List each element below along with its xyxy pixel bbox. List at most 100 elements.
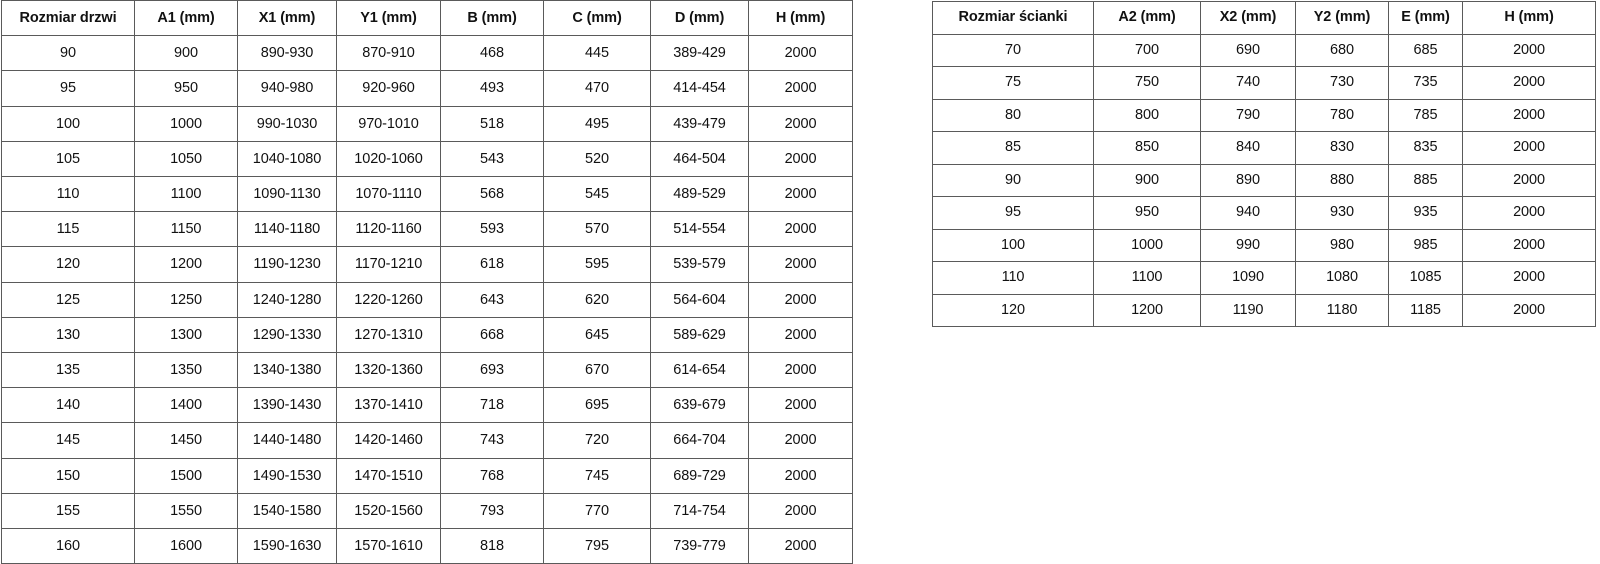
table-cell: 589-629: [650, 316, 749, 354]
table-cell: 2000: [748, 422, 853, 459]
table-cell: 1070-1110: [336, 176, 441, 213]
table-cell: 514-554: [650, 211, 749, 248]
table-cell: 739-779: [650, 528, 749, 564]
table-cell: 735: [1388, 66, 1463, 100]
table-cell: 1170-1210: [336, 246, 441, 283]
table-cell: 1270-1310: [336, 316, 441, 354]
table-cell: 570: [543, 211, 651, 248]
table-cell: 95: [932, 196, 1094, 230]
column-header: A1 (mm): [134, 0, 238, 37]
column-header: H (mm): [1462, 1, 1596, 35]
table-cell: 470: [543, 70, 651, 107]
table-header-row: Rozmiar ścianki A2 (mm) X2 (mm) Y2 (mm) E (m…: [932, 1, 1596, 35]
table-cell: 445: [543, 35, 651, 72]
table-cell: 120: [1, 246, 135, 283]
table-cell: 689-729: [650, 457, 749, 494]
table-header-row: Rozmiar drzwi A1 (mm) X1 (mm) Y1 (mm) B (mm)…: [1, 0, 853, 37]
table-cell: 940: [1200, 196, 1296, 230]
table-cell: 2000: [748, 281, 853, 318]
table-row: 115 1150 1140-1180 1120-1160 593 570 514-554 20…: [1, 211, 853, 248]
table-cell: 1440-1480: [237, 422, 337, 459]
table-cell: 1420-1460: [336, 422, 441, 459]
table-row: 100 1000 990-1030 970-1010 518 495 439-479 2000: [1, 105, 853, 142]
table-cell: 1000: [1093, 228, 1201, 262]
table-cell: 2000: [1462, 98, 1596, 132]
table-cell: 2000: [748, 352, 853, 389]
table-cell: 730: [1295, 66, 1389, 100]
table-cell: 743: [440, 422, 544, 459]
table-cell: 2000: [1462, 196, 1596, 230]
table-cell: 1120-1160: [336, 211, 441, 248]
table-cell: 2000: [748, 105, 853, 142]
table-cell: 935: [1388, 196, 1463, 230]
table-row: 120 1200 1190 1180 1185 2000: [932, 293, 1596, 327]
wall-table-body: 70 700 690 680 685 2000 75 750 740 730 735 2000 80 80…: [932, 33, 1596, 327]
table-cell: 70: [932, 33, 1094, 67]
table-cell: 2000: [748, 211, 853, 248]
table-cell: 720: [543, 422, 651, 459]
table-cell: 389-429: [650, 35, 749, 72]
table-cell: 1090-1130: [237, 176, 337, 213]
table-row: 145 1450 1440-1480 1420-1460 743 720 664-704 20…: [1, 422, 853, 459]
table-row: 75 750 740 730 735 2000: [932, 66, 1596, 100]
table-cell: 75: [932, 66, 1094, 100]
table-cell: 680: [1295, 33, 1389, 67]
table-cell: 2000: [748, 387, 853, 424]
table-cell: 668: [440, 316, 544, 354]
table-cell: 745: [543, 457, 651, 494]
table-cell: 1570-1610: [336, 528, 441, 564]
column-header: H (mm): [748, 0, 853, 37]
table-cell: 695: [543, 387, 651, 424]
table-cell: 2000: [1462, 261, 1596, 295]
table-cell: 1085: [1388, 261, 1463, 295]
table-cell: 1185: [1388, 293, 1463, 327]
table-cell: 568: [440, 176, 544, 213]
table-cell: 1470-1510: [336, 457, 441, 494]
column-header: X1 (mm): [237, 0, 337, 37]
table-cell: 1520-1560: [336, 492, 441, 530]
table-cell: 414-454: [650, 70, 749, 107]
table-row: 70 700 690 680 685 2000: [932, 33, 1596, 67]
table-row: 105 1050 1040-1080 1020-1060 543 520 464-504 20…: [1, 140, 853, 178]
table-cell: 880: [1295, 163, 1389, 197]
table-row: 125 1250 1240-1280 1220-1260 643 620 564-604 20…: [1, 281, 853, 318]
table-cell: 1200: [134, 246, 238, 283]
table-cell: 1050: [134, 140, 238, 178]
table-row: 95 950 940-980 920-960 493 470 414-454 2000: [1, 70, 853, 107]
table-cell: 140: [1, 387, 135, 424]
table-cell: 790: [1200, 98, 1296, 132]
table-cell: 2000: [748, 70, 853, 107]
table-cell: 768: [440, 457, 544, 494]
column-header: E (mm): [1388, 1, 1463, 35]
table-cell: 795: [543, 528, 651, 564]
table-cell: 770: [543, 492, 651, 530]
column-header: B (mm): [440, 0, 544, 37]
table-cell: 700: [1093, 33, 1201, 67]
table-cell: 150: [1, 457, 135, 494]
table-cell: 1490-1530: [237, 457, 337, 494]
table-cell: 1200: [1093, 293, 1201, 327]
table-cell: 1450: [134, 422, 238, 459]
column-header: Rozmiar drzwi: [1, 0, 135, 37]
table-cell: 489-529: [650, 176, 749, 213]
table-cell: 135: [1, 352, 135, 389]
table-cell: 1540-1580: [237, 492, 337, 530]
table-row: 100 1000 990 980 985 2000: [932, 228, 1596, 262]
table-cell: 520: [543, 140, 651, 178]
table-cell: 950: [1093, 196, 1201, 230]
table-cell: 593: [440, 211, 544, 248]
column-header: Y1 (mm): [336, 0, 441, 37]
table-cell: 110: [1, 176, 135, 213]
column-header: D (mm): [650, 0, 749, 37]
table-cell: 614-654: [650, 352, 749, 389]
table-cell: 1180: [1295, 293, 1389, 327]
table-cell: 620: [543, 281, 651, 318]
table-row: 150 1500 1490-1530 1470-1510 768 745 689-729 20…: [1, 457, 853, 494]
door-table-header: Rozmiar drzwi A1 (mm) X1 (mm) Y1 (mm) B (mm)…: [1, 0, 853, 37]
table-cell: 870-910: [336, 35, 441, 72]
table-row: 140 1400 1390-1430 1370-1410 718 695 639-679 20…: [1, 387, 853, 424]
table-cell: 1190: [1200, 293, 1296, 327]
table-cell: 740: [1200, 66, 1296, 100]
table-cell: 110: [932, 261, 1094, 295]
